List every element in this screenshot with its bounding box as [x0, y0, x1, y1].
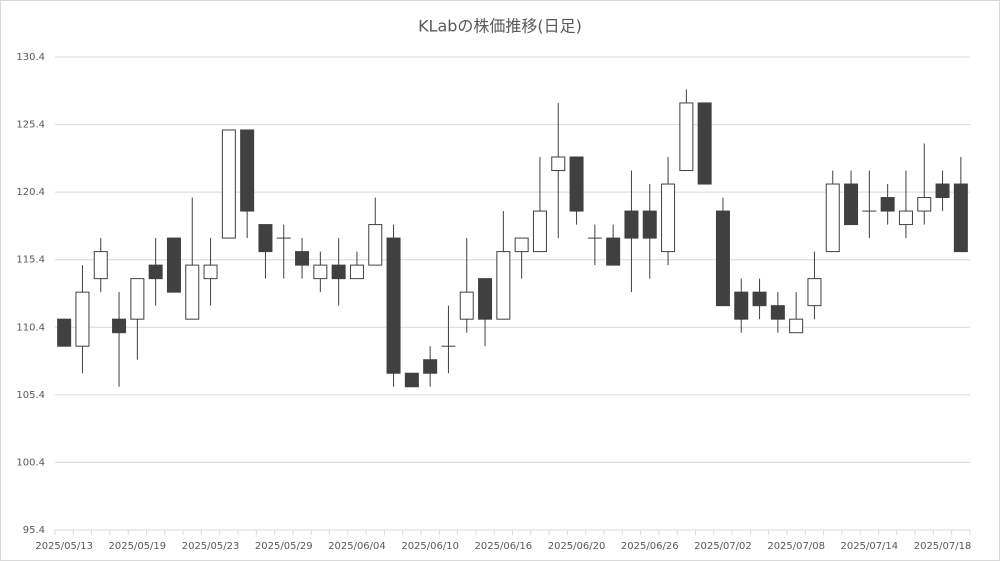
candle-body: [551, 156, 566, 172]
candle-body: [459, 291, 474, 320]
candle-body: [734, 291, 749, 320]
candle-body: [478, 278, 493, 320]
candle-body: [423, 359, 438, 374]
candle-body: [75, 291, 90, 347]
candle-body: [606, 237, 621, 266]
candle-body: [130, 278, 145, 320]
candle-body: [240, 129, 255, 212]
candle-body: [386, 237, 401, 374]
x-tick-label: 2025/07/02: [694, 541, 752, 552]
candle-body: [496, 251, 511, 320]
candle-body: [569, 156, 584, 212]
x-tick-label: 2025/06/16: [475, 541, 533, 552]
candle-body: [185, 264, 200, 320]
y-tick-label: 120.4: [16, 187, 45, 198]
candle-body: [331, 264, 346, 280]
candle-body: [752, 291, 767, 307]
candle-body: [349, 264, 364, 280]
x-tick-label: 2025/06/20: [548, 541, 606, 552]
x-tick-label: 2025/07/18: [914, 541, 972, 552]
candle-body: [770, 305, 785, 320]
candle-body: [935, 183, 950, 199]
x-tick-label: 2025/07/14: [841, 541, 899, 552]
candle-body: [221, 129, 236, 239]
candle-body: [807, 278, 822, 307]
candle-body: [112, 318, 127, 334]
candle-body: [258, 224, 273, 253]
x-tick-label: 2025/05/13: [35, 541, 93, 552]
x-tick-label: 2025/06/04: [328, 541, 386, 552]
candle-body: [203, 264, 218, 280]
candle-body: [679, 102, 694, 172]
x-tick-label: 2025/05/29: [255, 541, 313, 552]
y-tick-label: 110.4: [16, 322, 45, 333]
candle-body: [898, 210, 913, 226]
candle-body: [295, 251, 310, 266]
x-tick-label: 2025/07/08: [767, 541, 825, 552]
candle-body: [917, 197, 932, 212]
candle-body: [532, 210, 547, 253]
candle-body: [844, 183, 859, 226]
candle-body: [880, 197, 895, 212]
x-tick-label: 2025/06/26: [621, 541, 679, 552]
candle-body: [697, 102, 712, 185]
y-tick-label: 95.4: [23, 525, 45, 536]
y-tick-label: 125.4: [16, 120, 45, 131]
candle-body: [825, 183, 840, 253]
candle-body: [789, 318, 804, 334]
candle-body: [93, 251, 108, 280]
candle-body: [148, 264, 163, 280]
candle-body: [514, 237, 529, 253]
candle-body: [166, 237, 181, 293]
candle-body: [404, 372, 419, 388]
x-tick-label: 2025/06/10: [401, 541, 459, 552]
x-tick-label: 2025/05/23: [182, 541, 240, 552]
candle-body: [661, 183, 676, 253]
y-tick-label: 100.4: [16, 457, 45, 468]
candle-body: [953, 183, 968, 253]
y-tick-label: 130.4: [16, 52, 45, 63]
x-tick-label: 2025/05/19: [109, 541, 167, 552]
y-tick-label: 115.4: [16, 255, 45, 266]
y-tick-label: 105.4: [16, 390, 45, 401]
candle-body: [368, 224, 383, 266]
candle-body: [313, 264, 328, 280]
candle-body: [642, 210, 657, 239]
candle-body: [57, 318, 72, 347]
candle-body: [624, 210, 639, 239]
candle-body: [715, 210, 730, 307]
chart-title: KLabの株価推移(日足): [418, 17, 582, 36]
